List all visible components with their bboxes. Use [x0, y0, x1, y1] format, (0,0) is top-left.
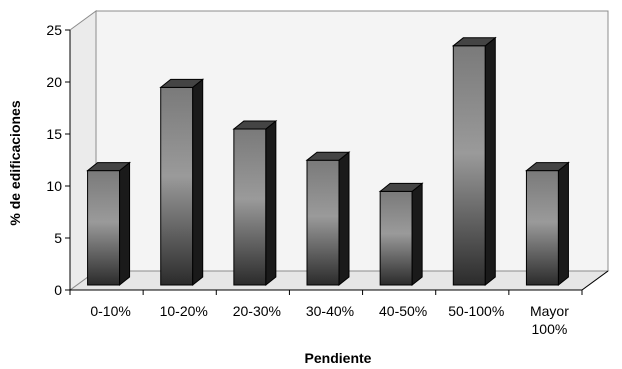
bar: [451, 36, 497, 287]
bar-front: [379, 190, 413, 286]
bar-side: [192, 78, 204, 287]
bar-side: [557, 161, 569, 287]
bar-front: [233, 128, 267, 286]
x-tick-label: 0-10%: [90, 303, 130, 319]
chart-labels: 0 5 10 15 20 25 0-10% 10-20% 20-30% 30-40% 40-50% 5…: [46, 22, 569, 337]
bar-front: [452, 45, 486, 286]
bar-top: [305, 151, 351, 161]
bar-front: [525, 170, 559, 286]
x-tick-label: 30-40%: [306, 303, 354, 319]
bar-top: [525, 162, 570, 172]
bar-top: [232, 120, 278, 130]
bar-top: [86, 162, 131, 172]
bar: [86, 161, 131, 287]
x-tick-label: Mayor 100%: [530, 303, 569, 337]
bar: [159, 78, 205, 287]
y-tick-label: 5: [54, 230, 62, 246]
y-tick-label: 20: [46, 74, 62, 90]
bar-side: [411, 182, 423, 287]
chart-axes: [65, 29, 609, 295]
bar-side: [338, 151, 350, 287]
bar-top: [159, 78, 205, 88]
bar-front: [160, 86, 194, 286]
bar-top: [451, 37, 497, 47]
bar-side: [265, 119, 277, 287]
bar-side: [119, 161, 131, 287]
x-axis-depth: [581, 270, 609, 291]
x-tick-label: 20-30%: [233, 303, 281, 319]
bar: [378, 182, 424, 287]
y-tick-label: 10: [46, 178, 62, 194]
x-tick-label: 50-100%: [448, 303, 504, 319]
chart-bars: [86, 36, 570, 287]
y-axis-title: % de edificaciones: [7, 100, 23, 225]
x-tick-label: 10-20%: [160, 303, 208, 319]
y-tick-label: 15: [46, 126, 62, 142]
bar-side: [484, 36, 496, 287]
x-axis-title: Pendiente: [305, 350, 372, 366]
bar: [525, 161, 570, 287]
bar: [305, 151, 351, 287]
x-tick-label: 40-50%: [379, 303, 427, 319]
bar: [232, 119, 278, 287]
bar-front: [87, 170, 121, 286]
y-tick-label: 25: [46, 22, 62, 38]
bar-top: [378, 182, 424, 192]
bar-front: [306, 159, 340, 286]
y-tick-label: 0: [54, 282, 62, 298]
